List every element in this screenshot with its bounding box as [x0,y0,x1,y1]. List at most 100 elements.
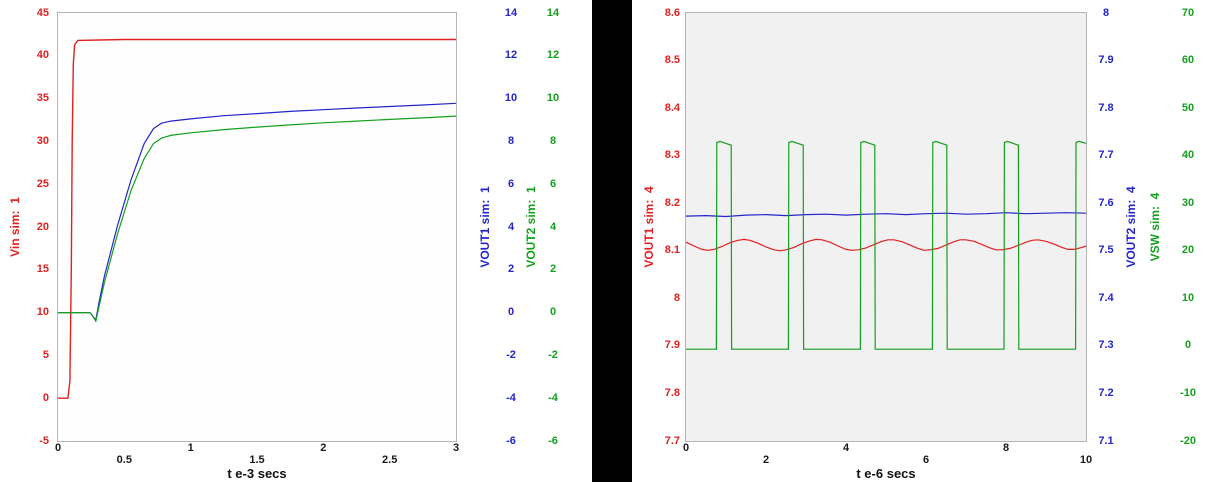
y-tick-label: 8.6 [664,6,680,19]
y-tick-label: 8.5 [664,54,680,67]
y-tick-label: 40 [1181,149,1195,162]
x-tick-row-major: 0 1 2 3 [0,443,592,455]
x-axis-title: t e-3 secs [227,466,287,481]
y-tick-label: 14 [546,6,560,19]
y-axis-title-vsw: VSW sim: 4 [1148,192,1162,262]
y-tick-label: 4 [549,220,557,233]
y-tick-label: 7.9 [664,339,680,352]
y-tick-label: 0 [549,306,557,319]
x-tick-label: 3 [452,442,460,454]
plot-area [685,12,1087,442]
y-axis-ticks-vout2-right-chart: 8 7.9 7.8 7.7 7.6 7.5 7.4 7.3 7.2 7.1 [1092,0,1120,482]
x-tick-label: 8 [1002,442,1010,454]
y-tick-label: 7.4 [1098,291,1114,304]
x-tick-label: 0.5 [116,454,132,466]
x-tick-label: 10 [1079,454,1093,466]
y-axis-title-vout1: VOUT1 sim: 1 [478,186,492,268]
y-tick-label: -2 [506,348,516,361]
x-tick-label: 2 [762,454,770,466]
y-tick-label: 50 [1181,101,1195,114]
x-tick-label: 6 [922,454,930,466]
y-tick-label: 7.7 [664,434,680,447]
y-tick-label: 12 [504,49,518,62]
black-divider [592,0,632,482]
y-tick-label: 0 [42,391,49,404]
y-tick-label: 7.8 [1098,101,1114,114]
series-vout2 [685,212,1087,218]
y-tick-label: 60 [1181,54,1195,67]
y-tick-label: -2 [548,348,558,361]
y-tick-label: 8 [549,134,557,147]
y-tick-label: 40 [36,49,49,62]
y-tick-label: -5 [39,434,49,447]
y-tick-label: 30 [36,134,49,147]
y-tick-label: -6 [548,434,558,447]
y-axis-ticks-vout1: 14 12 10 8 6 4 2 0 -2 -4 -6 [498,0,524,482]
y-tick-label: 8 [1102,6,1110,19]
y-axis-ticks-vin: 45 40 35 30 25 20 15 10 5 0 -5 [18,0,49,482]
y-tick-label: 8.3 [664,149,680,162]
y-tick-label: 7.3 [1098,339,1114,352]
x-tick-label: 0 [682,442,690,454]
series-vout2 [58,115,457,323]
x-tick-row-major: 0 4 8 [632,443,1230,455]
y-axis-title-vout2: VOUT2 sim: 1 [524,186,538,268]
x-tick-label: 0 [54,442,62,454]
y-tick-label: 8.4 [664,101,680,114]
switching-detail-chart: VOUT1 sim: 4 8.6 8.5 8.4 8.3 8.2 8.1 8 7.9 7.8 7.… [632,0,1230,482]
y-tick-label: 70 [1181,6,1195,19]
y-tick-label: 7.9 [1098,54,1114,67]
y-tick-label: 30 [1181,196,1195,209]
x-tick-label: 1.5 [249,454,265,466]
y-tick-label: 8 [507,134,515,147]
x-tick-row-minor: 0.5 1.5 2.5 [0,455,592,467]
series-vout1 [58,102,457,322]
y-tick-label: 2 [507,263,515,276]
y-tick-label: -20 [1180,434,1196,447]
y-tick-label: 7.1 [1098,434,1114,447]
y-axis-ticks-vout2: 14 12 10 8 6 4 2 0 -2 -4 -6 [540,0,566,482]
y-tick-label: 8.1 [664,244,680,257]
y-tick-label: 0 [507,306,515,319]
x-axis-title: t e-6 secs [856,466,916,481]
y-tick-label: 7.6 [1098,196,1114,209]
y-tick-label: 12 [546,49,560,62]
y-tick-label: 20 [36,220,49,233]
y-tick-label: 35 [36,92,49,105]
y-tick-label: 6 [549,177,557,190]
y-tick-label: 10 [1181,291,1195,304]
y-tick-label: 45 [36,6,49,19]
y-tick-label: 0 [1184,339,1192,352]
y-tick-label: 10 [546,92,560,105]
y-tick-label: 20 [1181,244,1195,257]
y-tick-label: 7.5 [1098,244,1114,257]
y-tick-label: -6 [506,434,516,447]
y-tick-label: 6 [507,177,515,190]
y-axis-title-vout2-right-chart: VOUT2 sim: 4 [1124,186,1138,268]
y-tick-label: 2 [549,263,557,276]
y-tick-label: -10 [1180,386,1196,399]
x-tick-label: 2.5 [382,454,398,466]
series-vsw [686,140,1087,350]
x-tick-label: 1 [187,442,194,454]
plot-area [57,12,457,442]
y-axis-ticks-vsw: 70 60 50 40 30 20 10 0 -10 -20 [1172,0,1204,482]
x-tick-row-minor: 2 6 10 [632,455,1230,467]
y-tick-label: 25 [36,177,49,190]
y-axis-ticks-vout1-right-chart: 8.6 8.5 8.4 8.3 8.2 8.1 8 7.9 7.8 7.7 [648,0,680,482]
y-tick-label: 10 [36,306,49,319]
y-tick-label: 7.2 [1098,386,1114,399]
series-vin [58,38,456,399]
y-tick-label: -4 [548,391,558,404]
startup-transient-chart: Vin sim: 1 45 40 35 30 25 20 15 10 5 0 -5 VOUT1 si… [0,0,592,482]
series-vout1 [685,238,1087,252]
y-tick-label: 7.7 [1098,149,1114,162]
y-tick-label: 10 [504,92,518,105]
x-tick-label: 2 [320,442,327,454]
y-tick-label: -4 [506,391,516,404]
y-tick-label: 8.2 [664,196,680,209]
y-tick-label: 4 [507,220,515,233]
y-tick-label: 5 [42,348,49,361]
y-tick-label: 8 [673,291,680,304]
